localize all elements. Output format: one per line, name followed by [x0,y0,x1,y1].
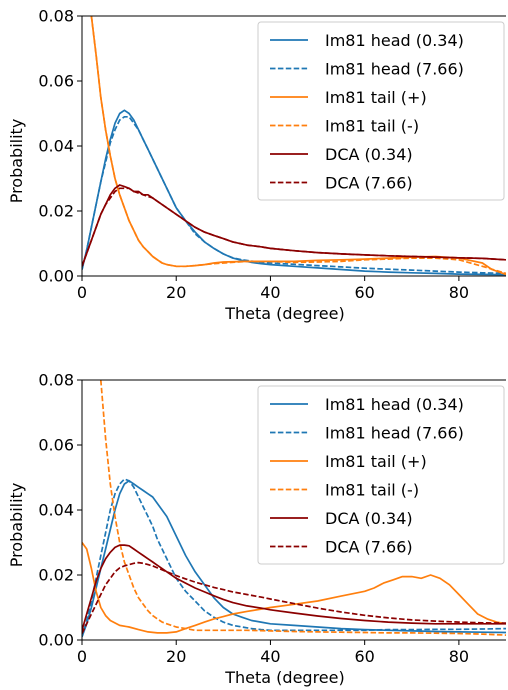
series-line-4 [90,16,506,275]
y-tick-label: 0.04 [38,501,74,520]
chart-panel-2: 0 20 40 60 80 0.00 0.02 0.04 0.06 0.08 Theta (degr… [7,371,506,687]
y-tick-label: 0.04 [38,137,74,156]
legend-box [257,385,505,565]
legend-label-1: Im81 head (0.34) [325,31,464,50]
y-tick-label: 0.08 [38,7,74,26]
series-line-1 [82,479,506,638]
y-tick-label: 0.06 [38,72,74,91]
x-axis-label: Theta (degree) [224,668,344,687]
x-tick-label: 80 [449,283,469,302]
y-axis-label: Probability [7,119,26,204]
y-tick-label: 0.00 [38,267,74,286]
series-group [82,380,506,638]
series-line-4 [99,380,506,636]
legend-label-3: Im81 tail (+) [325,88,427,107]
legend-label-4: Im81 tail (-) [325,117,419,136]
x-tick-label: 40 [260,647,280,666]
legend-label-4: Im81 tail (-) [325,481,419,500]
y-tick-label: 0.00 [38,631,74,650]
chart-panel-1: 0 20 40 60 80 0.00 0.02 0.04 0.06 0.08 Theta (degr… [7,7,506,323]
legend-label-1: Im81 head (0.34) [325,395,464,414]
y-tick-label: 0.08 [38,371,74,390]
x-tick-label: 0 [77,283,87,302]
series-line-5 [82,544,506,631]
y-axis-label: Probability [7,483,26,568]
series-line-1 [82,109,506,276]
legend-label-2: Im81 head (7.66) [325,424,464,443]
legend-label-6: DCA (7.66) [325,174,413,193]
x-tick-label: 60 [354,283,374,302]
x-tick-label: 20 [166,283,186,302]
x-tick-label: 60 [354,647,374,666]
x-tick-label: 80 [449,647,469,666]
series-line-6 [82,187,506,267]
series-line-6 [82,561,506,634]
y-tick-label: 0.02 [38,202,74,221]
y-tick-label: 0.02 [38,566,74,585]
series-line-2 [82,115,506,275]
x-tick-label: 40 [260,283,280,302]
legend-label-2: Im81 head (7.66) [325,60,464,79]
series-group [82,16,506,276]
legend-label-6: DCA (7.66) [325,538,413,557]
legend-label-5: DCA (0.34) [325,145,413,164]
x-tick-label: 20 [166,647,186,666]
legend-box [257,21,505,201]
legend-label-3: Im81 tail (+) [325,452,427,471]
series-line-3 [82,542,506,634]
y-tick-label: 0.06 [38,436,74,455]
legend-label-5: DCA (0.34) [325,509,413,528]
x-axis-label: Theta (degree) [224,304,344,323]
x-tick-label: 0 [77,647,87,666]
